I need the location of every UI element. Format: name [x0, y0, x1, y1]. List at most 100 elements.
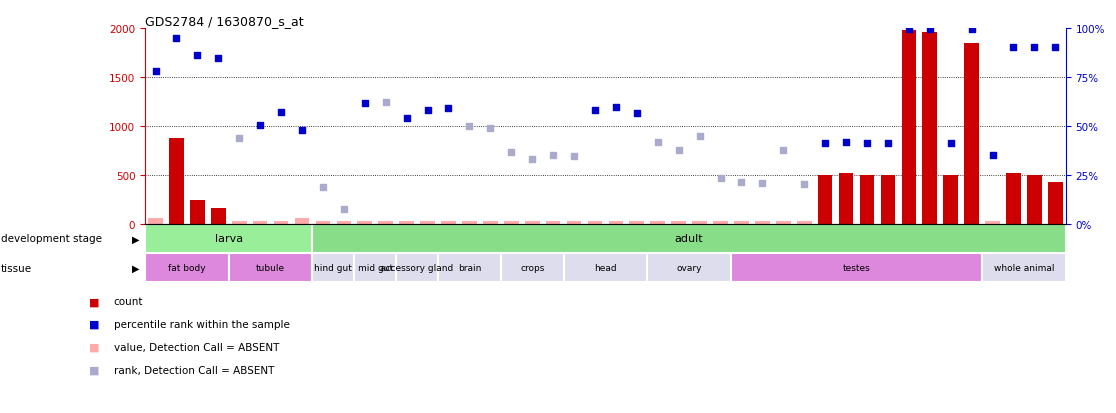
Bar [564, 254, 647, 283]
Text: ■: ■ [89, 319, 99, 329]
Point [753, 180, 771, 186]
Text: testes: testes [843, 263, 870, 273]
Point [899, 26, 917, 33]
Bar [211, 209, 225, 224]
Text: rank, Detection Call = ABSENT: rank, Detection Call = ABSENT [114, 365, 275, 375]
Bar [232, 221, 247, 224]
Text: ▶: ▶ [132, 263, 140, 273]
Text: tubule: tubule [256, 263, 286, 273]
Point [210, 56, 228, 62]
Text: brain: brain [458, 263, 481, 273]
Bar [1007, 173, 1021, 224]
Point [523, 157, 541, 163]
Bar [145, 254, 229, 283]
Bar [312, 254, 355, 283]
Bar [357, 221, 372, 224]
Point [189, 53, 206, 59]
Bar [504, 221, 519, 224]
Bar [170, 138, 184, 224]
Text: percentile rank within the sample: percentile rank within the sample [114, 319, 290, 329]
Text: adult: adult [675, 234, 703, 244]
Text: head: head [594, 263, 617, 273]
Bar [437, 254, 501, 283]
Point [963, 26, 981, 33]
Point [837, 140, 855, 147]
Bar [629, 221, 644, 224]
Point [461, 123, 479, 130]
Point [481, 125, 499, 132]
Point [294, 127, 311, 134]
Bar [902, 31, 916, 224]
Bar [1048, 182, 1062, 224]
Text: larva: larva [214, 234, 243, 244]
Point [775, 147, 792, 154]
Point [502, 150, 520, 156]
Text: hind gut: hind gut [315, 263, 353, 273]
Point [648, 140, 666, 147]
Text: GDS2784 / 1630870_s_at: GDS2784 / 1630870_s_at [145, 15, 304, 28]
Point [712, 175, 730, 182]
Point [418, 108, 436, 114]
Point [858, 141, 876, 147]
Bar [859, 176, 874, 224]
Point [921, 26, 939, 33]
Bar [483, 221, 498, 224]
Text: ovary: ovary [676, 263, 702, 273]
Point [335, 206, 353, 213]
Point [1047, 44, 1065, 51]
Point [732, 179, 750, 185]
Bar [421, 221, 435, 224]
Bar [756, 221, 770, 224]
Bar [1027, 176, 1041, 224]
Bar [651, 221, 665, 224]
Bar [316, 221, 330, 224]
Text: ■: ■ [89, 297, 99, 306]
Bar [337, 221, 352, 224]
Point [397, 115, 415, 122]
Bar [881, 176, 895, 224]
Text: accessory gland: accessory gland [381, 263, 454, 273]
Point [565, 154, 583, 160]
Point [377, 100, 395, 107]
Bar [253, 221, 268, 224]
Bar [982, 254, 1066, 283]
Bar [148, 218, 163, 224]
Bar [355, 254, 396, 283]
Text: whole animal: whole animal [993, 263, 1055, 273]
Bar [462, 221, 477, 224]
Bar [647, 254, 731, 283]
Bar [229, 254, 312, 283]
Point [816, 141, 834, 147]
Bar [672, 221, 686, 224]
Text: fat body: fat body [169, 263, 205, 273]
Bar [546, 221, 560, 224]
Point [1004, 44, 1022, 51]
Bar [400, 221, 414, 224]
Bar [312, 224, 1066, 254]
Bar [295, 218, 309, 224]
Point [545, 152, 562, 159]
Point [314, 185, 331, 191]
Point [670, 147, 687, 154]
Bar [731, 254, 982, 283]
Bar [273, 221, 288, 224]
Bar [588, 221, 603, 224]
Bar [692, 221, 706, 224]
Text: tissue: tissue [1, 263, 32, 273]
Bar [734, 221, 749, 224]
Point [628, 111, 646, 117]
Bar [608, 221, 623, 224]
Bar [501, 254, 564, 283]
Point [167, 36, 185, 42]
Point [879, 141, 897, 147]
Bar [943, 176, 958, 224]
Bar [145, 224, 312, 254]
Bar [776, 221, 790, 224]
Text: mid gut: mid gut [358, 263, 393, 273]
Text: ■: ■ [89, 365, 99, 375]
Point [796, 181, 814, 188]
Bar [567, 221, 581, 224]
Point [440, 106, 458, 112]
Point [356, 101, 374, 107]
Bar [525, 221, 539, 224]
